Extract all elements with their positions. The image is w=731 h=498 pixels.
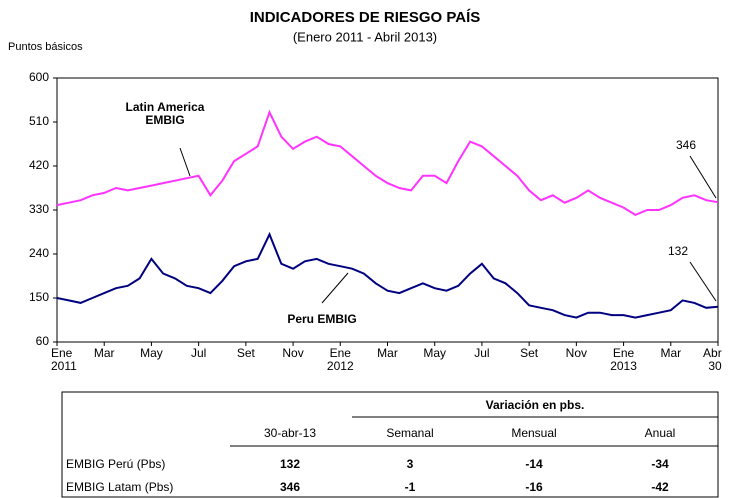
annotation-arrows <box>179 147 717 304</box>
series-line <box>56 231 719 319</box>
table-cell: -1 <box>404 480 416 494</box>
x-tick-label: Ene 2011 <box>51 346 77 373</box>
y-tick-label: 600 <box>29 70 49 84</box>
y-tick-label: 510 <box>29 114 49 128</box>
x-tick-label: May <box>140 346 163 360</box>
table-cell: -16 <box>525 480 543 494</box>
chart-subtitle: (Enero 2011 - Abril 2013) <box>293 29 437 44</box>
series-label: Latin America EMBIG <box>125 100 205 127</box>
x-tick-label: Jul <box>474 346 490 360</box>
arrow <box>689 155 717 199</box>
x-tick-label: May <box>423 346 447 360</box>
table-cell: 3 <box>406 457 414 471</box>
x-tick-label: Set <box>236 346 255 360</box>
x-tick-label: Ene 2012 <box>326 346 354 373</box>
chart-title: INDICADORES DE RIESGO PAÍS <box>250 9 481 26</box>
table-cell: -34 <box>651 457 669 471</box>
y-axis-label: Puntos básicos <box>8 41 83 53</box>
y-tick-label: 420 <box>29 158 49 172</box>
table-column-header: Mensual <box>511 426 557 440</box>
table-column-header: Semanal <box>386 426 434 440</box>
end-label: 132 <box>668 244 689 258</box>
x-tick-label: Mar <box>93 346 115 360</box>
x-tick-label: Mar <box>377 346 398 360</box>
x-tick-label: Nov <box>565 346 588 360</box>
table-cell: 346 <box>279 480 301 494</box>
series-label: Peru EMBIG <box>287 312 357 326</box>
y-tick-label: 240 <box>29 246 49 260</box>
end-label: 346 <box>676 138 697 152</box>
x-tick-label: Mar <box>660 346 682 360</box>
arrow <box>321 272 349 304</box>
table-row-label: EMBIG Perú (Pbs) <box>66 457 166 471</box>
table-column-header: 30-abr-13 <box>263 426 317 440</box>
arrow <box>179 147 191 177</box>
x-tick-label: Abr 30 <box>703 346 722 373</box>
y-tick-label: 330 <box>29 202 49 216</box>
table-group-header: Variación en pbs. <box>485 398 585 412</box>
table-column-header: Anual <box>644 426 676 440</box>
table-cell: -42 <box>651 480 669 494</box>
table-row-label: EMBIG Latam (Pbs) <box>66 480 174 494</box>
table-cell: 132 <box>279 457 301 471</box>
table-cell: -14 <box>525 457 543 471</box>
series-line <box>56 109 719 217</box>
x-tick-label: Jul <box>190 346 207 360</box>
arrow <box>689 261 717 302</box>
table-frame <box>61 391 719 498</box>
x-tick-label: Nov <box>282 346 304 360</box>
x-tick-label: Ene 2013 <box>610 346 637 373</box>
y-tick-label: 150 <box>29 290 49 304</box>
y-tick-label: 60 <box>36 334 50 348</box>
x-tick-label: Set <box>520 346 539 360</box>
